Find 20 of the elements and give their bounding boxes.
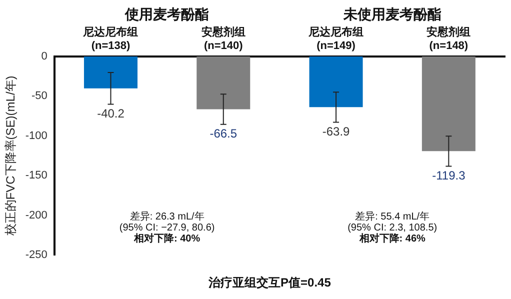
y-tick-label: -100	[25, 130, 48, 142]
y-axis-title: 校正的FVC下降率(SE)(mL/年)	[4, 76, 18, 237]
text: 治疗亚组交互P值=0.45	[208, 275, 332, 290]
x-tick-label: 尼达尼布组 (n=149)	[308, 26, 364, 52]
y-tick-label: -50	[32, 90, 48, 102]
data-label: -119.3	[432, 168, 466, 183]
data-label: -40.2	[97, 106, 125, 121]
x-tick-label: 尼达尼布组 (n=138)	[82, 26, 138, 52]
y-tick-label: -150	[25, 170, 48, 182]
y-tick-label: -200	[25, 209, 48, 222]
text: 使用麦考酚酯	[124, 6, 210, 22]
annotation: 差异: 55.4 mL/年 (95% CI: 2.3, 108.5) 相对下降: 46%	[348, 210, 438, 245]
y-tick-label: -250	[25, 249, 48, 262]
data-label: -66.5	[210, 126, 238, 141]
x-tick-label: 安慰剂组 (n=148)	[426, 26, 471, 52]
y-tick-label: 0	[41, 50, 48, 62]
data-label: -63.9	[322, 124, 350, 139]
text: 未使用麦考酚酯	[342, 6, 442, 22]
x-tick-label: 安慰剂组 (n=140)	[201, 26, 246, 52]
annotation: 差异: 26.3 mL/年 (95% CI: −27.9, 80.6) 相对下降: 40%	[119, 210, 215, 245]
